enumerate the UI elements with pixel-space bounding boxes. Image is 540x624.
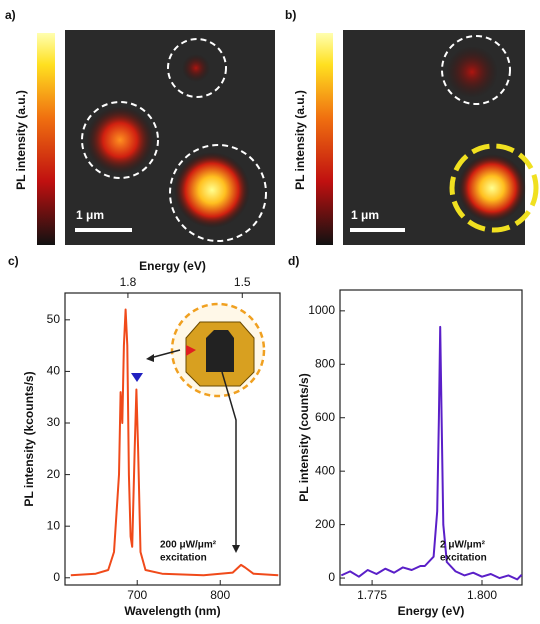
y-axis-label: PL intensity (counts/s) [297,373,311,501]
colorbar [316,33,333,245]
x-tick-label: 1.775 [357,588,387,602]
annotation: 2 μW/μm² [440,540,486,551]
y-tick-label: 40 [47,364,61,378]
panel-label: a) [5,8,16,22]
y-tick-label: 10 [47,518,61,532]
emitter [182,54,210,82]
data-line [340,325,523,581]
y-tick-label: 0 [53,570,60,584]
data-line [70,308,279,577]
emitter [86,106,154,174]
emitter [446,46,498,98]
plot-frame [339,289,523,586]
panel-label: c) [8,254,19,268]
annotation: excitation [440,553,487,564]
emitter [458,154,526,222]
x-tick-label: 800 [210,588,230,602]
colorbar [37,33,55,245]
x-axis-label: Wavelength (nm) [124,604,220,618]
scale-label: 1 μm [351,208,379,222]
x-tick-label: 700 [127,588,147,602]
x-tick-label: 1.800 [467,588,497,602]
colorbar-label: PL intensity (a.u.) [293,90,307,190]
y-tick-label: 20 [47,467,61,481]
y-tick-label: 200 [315,517,335,531]
panel-label: b) [285,8,296,22]
y-tick-label: 30 [47,415,61,429]
y-axis-label: PL intensity (kcounts/s) [22,371,36,506]
panel-label: d) [288,254,299,268]
y-tick-label: 0 [328,570,335,584]
emitter [174,152,250,228]
x2-tick-label: 1.8 [120,275,137,289]
x2-tick-label: 1.5 [234,275,251,289]
y-tick-label: 600 [315,410,335,424]
annotation: 200 μW/μm² [160,540,217,551]
colorbar-label: PL intensity (a.u.) [14,90,28,190]
y-tick-label: 400 [315,463,335,477]
inset-illustration [131,302,266,553]
annotation: excitation [160,553,207,564]
plot-frame [64,292,281,586]
y-tick-label: 50 [47,312,61,326]
scale-label: 1 μm [76,208,104,222]
x2-axis-label: Energy (eV) [139,259,206,273]
y-tick-label: 800 [315,356,335,370]
y-tick-label: 1000 [308,303,335,317]
x-axis-label: Energy (eV) [398,604,465,618]
